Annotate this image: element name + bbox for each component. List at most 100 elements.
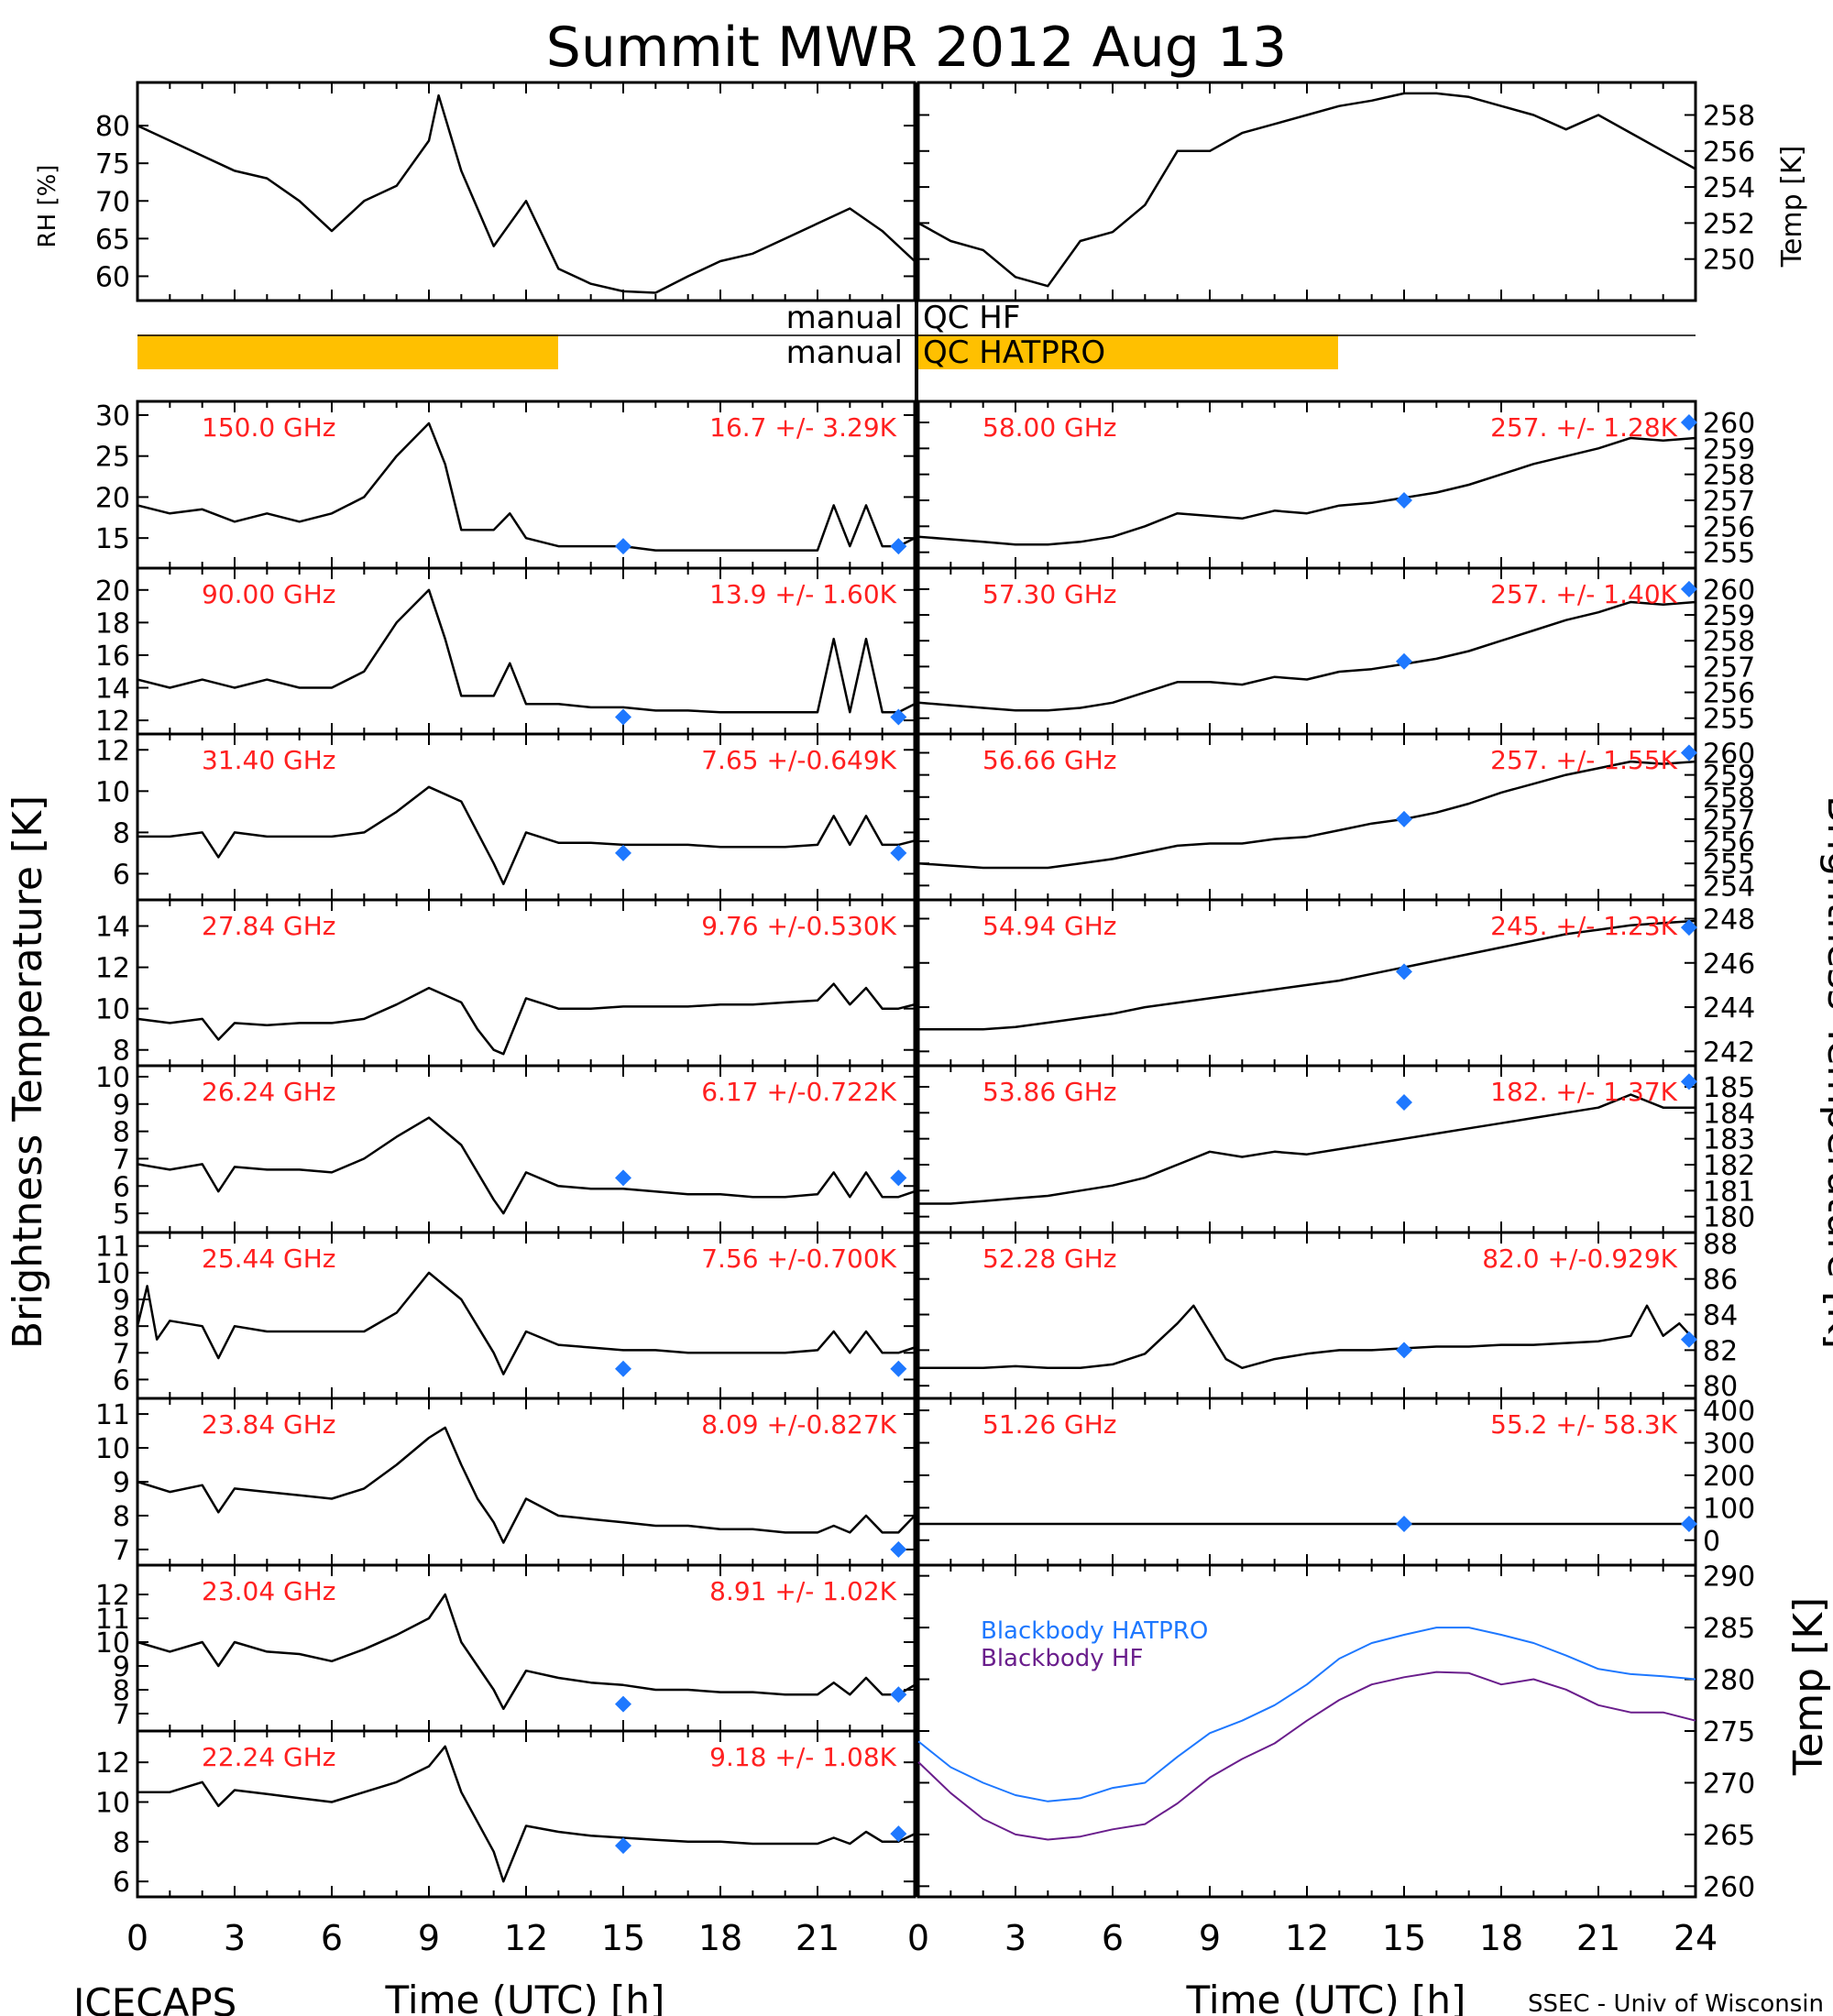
y-tick-label: 260 [1703,1871,1755,1903]
y-tick-label: 256 [1703,827,1755,859]
y-tick-label: 12 [95,735,130,767]
x-tick-label: 21 [796,1918,840,1958]
channel-label: 26.24 GHz [202,1077,336,1107]
panel-ch27: 8 10 12 14 27.84 GHz 9.76 +/-0.530K [95,898,916,1068]
series-line [137,93,916,294]
panel-ch22: 6 8 10 12 22.24 GHz 9.18 +/- 1.08K [95,1729,916,1899]
y-tick-label: 260 [1703,408,1755,440]
y-tick-label: 25 [95,442,130,474]
channel-label: 53.86 GHz [982,1077,1117,1107]
y-tick-label: 280 [1703,1665,1755,1697]
qc-bar-right [916,334,1338,369]
channel-stat: 8.91 +/- 1.02K [709,1576,896,1606]
y-tick-label: 290 [1703,1561,1755,1594]
marker [615,1837,631,1855]
y-tick-label: 7 [113,1338,130,1370]
channel-stat: 7.56 +/-0.700K [701,1244,896,1274]
y-tick-label: 255 [1703,849,1755,881]
y-tick-label: 6 [113,1867,130,1899]
y-tick-label: 82 [1703,1335,1738,1367]
y-tick-label: 252 [1703,208,1755,240]
marker [615,844,631,861]
y-tick-label: 254 [1703,871,1755,903]
y-tick-label: 8 [113,1501,130,1533]
channel-stat: 245. +/- 1.23K [1490,911,1677,941]
marker [890,1169,907,1187]
channel-stat: 257. +/- 1.55K [1490,745,1677,775]
series-line [917,92,1696,288]
y-tick-label: 258 [1703,626,1755,658]
marker [890,844,907,861]
series-line [137,1745,916,1883]
y-tick-label: 248 [1703,904,1755,936]
qc-section: manual QC HF manual QC HATPRO [137,300,1696,371]
channel-stat: 13.9 +/- 1.60K [709,579,896,609]
marker [1396,1342,1412,1359]
panel-rh: 60 65 70 75 80 [95,81,916,302]
marker [615,1169,631,1187]
y-tick-label: 11 [95,1604,130,1636]
y-tick-label: 10 [95,1788,130,1820]
y-tick-label: 8 [113,1675,130,1707]
series-line [918,1093,1696,1205]
series-line [917,436,1696,546]
marker [1680,580,1697,597]
y-tick-label: 11 [95,1232,130,1264]
y-tick-label: 11 [95,1399,130,1431]
y-tick-label: 10 [95,1433,130,1465]
marker [1396,1516,1412,1533]
y-tick-label: 258 [1703,100,1755,132]
y-tick-label: 246 [1703,948,1755,981]
channel-label: 150.0 GHz [202,412,336,443]
qc-bar-left [137,334,558,369]
series-line [917,600,1696,712]
y-tick-label: 257 [1703,805,1755,837]
y-tick-label: 182 [1703,1150,1755,1182]
x-tick-label: 3 [224,1918,246,1958]
y-tick-label: 9 [113,1467,130,1499]
y-tick-label: 86 [1703,1265,1738,1297]
y-tick-label: 0 [1703,1526,1720,1558]
footer-left: ICECAPS [73,1980,236,2016]
marker [890,538,907,555]
marker [890,1825,907,1843]
x-axis-label-left: Time (UTC) [h] [385,1978,665,2016]
x-tick-label: 3 [1004,1918,1026,1958]
marker [890,1540,907,1558]
x-tick-label: 18 [1479,1918,1523,1958]
y-tick-label: 256 [1703,511,1755,543]
channel-label: 58.00 GHz [982,412,1117,443]
y-tick-label: 10 [95,1062,130,1094]
channel-label: 57.30 GHz [982,579,1117,609]
y-tick-label: 6 [113,1171,130,1203]
channel-label: 51.26 GHz [982,1409,1117,1440]
y-tick-label: 100 [1703,1493,1755,1525]
y-tick-label: 15 [95,523,130,555]
panel-ch54_94: 242 244 246 248 54.94 GHz 245. +/- 1.23K [916,898,1755,1068]
y-tick-label: 400 [1703,1396,1755,1428]
y-tick-label: 12 [95,1580,130,1612]
right-brightness-axis-label: Brightness Temperature [K] [1818,795,1833,1349]
series-line [137,785,916,885]
y-tick-label: 270 [1703,1768,1755,1800]
y-tick-label: 265 [1703,1820,1755,1852]
x-tick-label: 12 [504,1918,548,1958]
marker [1680,1516,1697,1533]
y-tick-label: 6 [113,1364,130,1397]
y-tick-label: 259 [1703,600,1755,632]
x-tick-label: 6 [321,1918,343,1958]
channel-label: 27.84 GHz [202,911,336,941]
y-tick-label: 60 [95,261,130,293]
x-tick-label: 0 [907,1918,929,1958]
y-tick-label: 12 [95,706,130,738]
channel-stat: 55.2 +/- 58.3K [1490,1409,1677,1440]
x-tick-label: 6 [1102,1918,1124,1958]
